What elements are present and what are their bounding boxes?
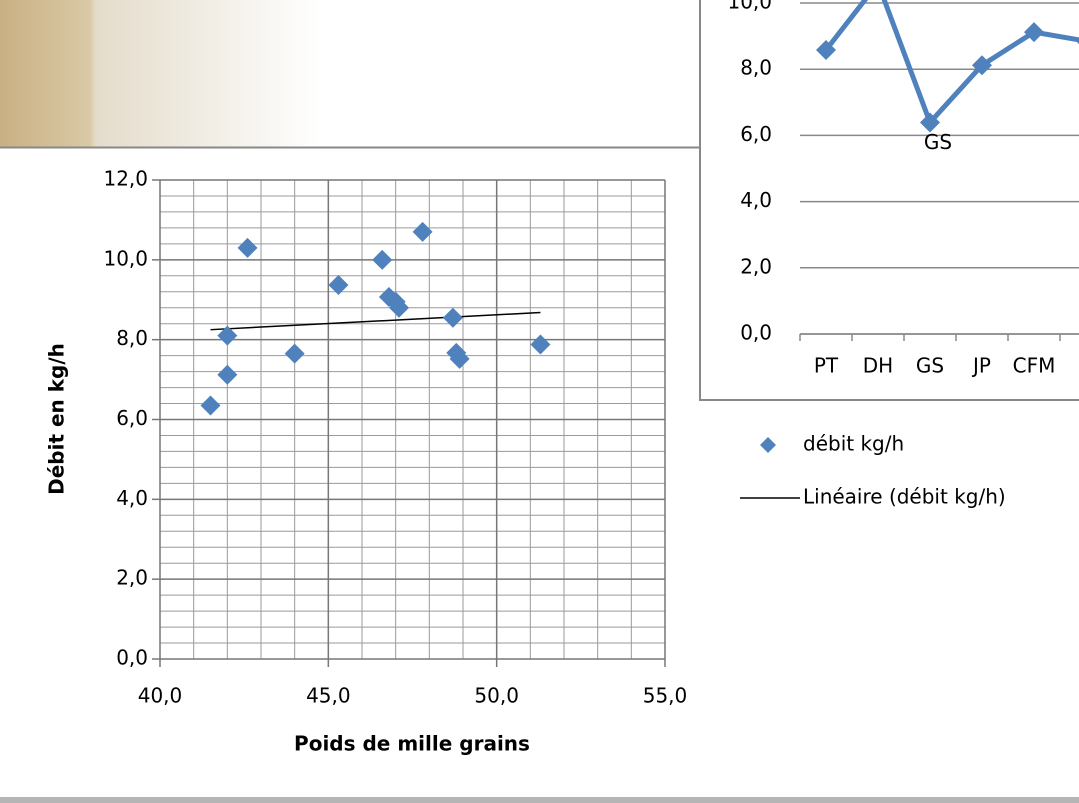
background-texture: [0, 0, 320, 147]
data-point: [217, 364, 238, 385]
x-axis-title: Poids de mille grains: [294, 732, 530, 756]
data-point: [530, 334, 551, 355]
data-point: [237, 237, 258, 258]
y-tick-label: 6,0: [740, 122, 772, 146]
legend-marker: [760, 437, 776, 453]
y-tick-label: 10,0: [727, 0, 772, 14]
x-tick-label: CFM: [1013, 354, 1056, 378]
y-tick-label: 0,0: [740, 321, 772, 345]
data-point: [1024, 22, 1044, 43]
y-axis-title: Débit en kg/h: [45, 343, 69, 495]
data-point: [200, 395, 221, 416]
y-tick-label: 10,0: [103, 246, 148, 270]
chart-panel: [0, 147, 700, 797]
legend-label: débit kg/h: [803, 432, 904, 456]
y-tick-label: 8,0: [116, 326, 148, 350]
y-tick-label: 8,0: [740, 56, 772, 80]
x-tick-label: 50,0: [474, 684, 519, 708]
y-tick-label: 12,0: [103, 167, 148, 191]
x-tick-label: 40,0: [138, 684, 183, 708]
y-tick-label: 2,0: [740, 254, 772, 278]
data-point: [217, 325, 238, 346]
y-tick-label: 2,0: [116, 566, 148, 590]
data-label: GS: [924, 130, 952, 154]
data-point: [412, 221, 433, 242]
data-point: [389, 297, 410, 318]
data-point: [328, 274, 349, 295]
x-tick-label: 45,0: [306, 684, 351, 708]
y-tick-label: 4,0: [740, 188, 772, 212]
slide-footer: [0, 797, 1079, 803]
data-point: [972, 55, 992, 76]
x-tick-label: JP: [971, 354, 991, 378]
trendline: [210, 311, 541, 331]
data-point: [1076, 38, 1079, 45]
x-tick-label: GS: [916, 354, 944, 378]
data-point: [920, 112, 940, 133]
x-tick-label: 55,0: [643, 684, 688, 708]
y-tick-label: 6,0: [116, 406, 148, 430]
x-tick-label: DH: [863, 354, 893, 378]
data-line: [824, 0, 1079, 125]
y-tick-label: 0,0: [116, 646, 148, 670]
y-tick-label: 4,0: [116, 486, 148, 510]
data-point: [816, 40, 836, 61]
x-tick-label: PT: [814, 354, 839, 378]
legend-label: Linéaire (débit kg/h): [803, 485, 1006, 509]
data-point: [449, 348, 470, 369]
data-point: [442, 307, 463, 328]
data-point: [284, 343, 305, 364]
data-point: [372, 249, 393, 270]
